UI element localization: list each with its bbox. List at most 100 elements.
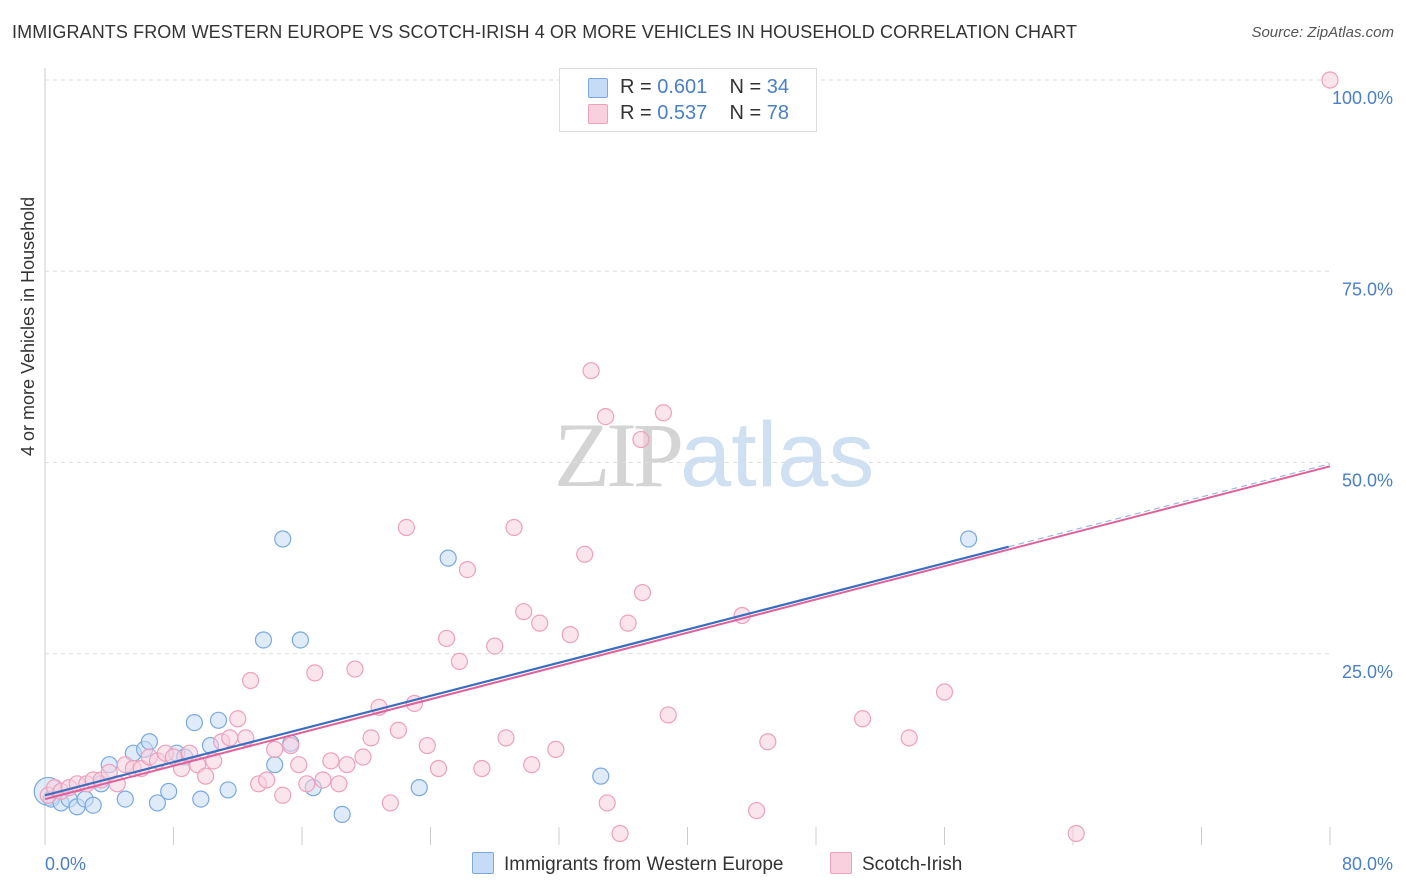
legend-swatch-blue	[588, 78, 608, 98]
point-scotch-irish[interactable]	[418, 736, 436, 755]
point-scotch-irish[interactable]	[759, 733, 777, 751]
point-scotch-irish[interactable]	[582, 362, 600, 380]
watermark-atlas: atlas	[680, 404, 875, 506]
n-value: 78	[766, 102, 790, 124]
point-scotch-irish[interactable]	[362, 729, 380, 747]
point-scotch-irish[interactable]	[659, 706, 677, 724]
point-scotch-irish[interactable]	[596, 408, 615, 426]
correlation-legend: R = 0.601 N = 34 R = 0.537 N = 78	[559, 68, 817, 132]
point-scotch-irish[interactable]	[935, 683, 954, 701]
point-western-europe[interactable]	[148, 794, 167, 812]
point-scotch-irish[interactable]	[354, 748, 372, 766]
point-scotch-irish[interactable]	[458, 560, 477, 579]
trendline-scotch-irish	[44, 465, 1331, 801]
point-scotch-irish[interactable]	[258, 771, 276, 789]
point-scotch-irish[interactable]	[197, 767, 215, 785]
point-scotch-irish[interactable]	[322, 752, 340, 770]
point-scotch-irish[interactable]	[397, 518, 416, 537]
point-scotch-irish[interactable]	[632, 430, 650, 449]
point-western-europe[interactable]	[274, 530, 292, 548]
point-scotch-irish[interactable]	[274, 786, 292, 804]
y-tick-label: 50.0%	[1342, 471, 1393, 491]
point-scotch-irish[interactable]	[330, 775, 348, 793]
y-tick-label: 25.0%	[1342, 662, 1393, 682]
bottom-legend-swatch-blue	[472, 852, 494, 874]
point-scotch-irish[interactable]	[346, 660, 364, 678]
point-scotch-irish[interactable]	[298, 775, 316, 793]
bottom-legend-label: Immigrants from Western Europe	[504, 854, 784, 875]
point-scotch-irish[interactable]	[619, 614, 637, 632]
point-western-europe[interactable]	[410, 779, 428, 797]
bottom-legend-western-europe[interactable]: Immigrants from Western Europe	[472, 852, 783, 876]
point-scotch-irish[interactable]	[429, 759, 448, 778]
y-axis-label: 4 or more Vehicles in Household	[18, 196, 38, 456]
point-western-europe[interactable]	[209, 711, 228, 729]
y-tick-label: 100.0%	[1332, 88, 1393, 108]
point-scotch-irish[interactable]	[900, 729, 918, 747]
x-tick-label: 0.0%	[45, 854, 86, 874]
r-value: 0.537	[657, 102, 708, 124]
bottom-legend-scotch-irish[interactable]: Scotch-Irish	[830, 852, 962, 876]
point-scotch-irish[interactable]	[1321, 71, 1339, 89]
point-scotch-irish[interactable]	[853, 710, 872, 728]
point-western-europe[interactable]	[266, 756, 284, 774]
point-scotch-irish[interactable]	[338, 756, 356, 774]
point-scotch-irish[interactable]	[314, 771, 332, 789]
chart-title: IMMIGRANTS FROM WESTERN EUROPE VS SCOTCH…	[12, 22, 1078, 42]
r-label: R =	[620, 102, 652, 124]
point-scotch-irish[interactable]	[547, 740, 565, 758]
point-scotch-irish[interactable]	[654, 404, 673, 422]
point-scotch-irish[interactable]	[531, 614, 549, 632]
point-scotch-irish[interactable]	[515, 603, 533, 621]
r-label: R =	[620, 76, 652, 98]
point-scotch-irish[interactable]	[450, 652, 469, 671]
point-scotch-irish[interactable]	[389, 721, 407, 739]
point-scotch-irish[interactable]	[576, 545, 594, 563]
bottom-legend-swatch-pink	[830, 852, 852, 874]
point-scotch-irish[interactable]	[266, 740, 284, 758]
point-western-europe[interactable]	[185, 713, 203, 732]
bottom-legend-label: Scotch-Irish	[862, 854, 963, 875]
point-western-europe[interactable]	[592, 767, 610, 785]
point-western-europe[interactable]	[84, 796, 102, 814]
point-western-europe[interactable]	[160, 782, 178, 801]
point-scotch-irish[interactable]	[290, 756, 308, 774]
point-western-europe[interactable]	[333, 805, 351, 824]
n-label: N =	[729, 102, 762, 124]
point-western-europe[interactable]	[439, 549, 457, 567]
point-scotch-irish[interactable]	[633, 583, 652, 602]
point-western-europe[interactable]	[192, 790, 210, 808]
point-scotch-irish[interactable]	[1067, 824, 1085, 843]
point-western-europe[interactable]	[219, 781, 237, 799]
point-scotch-irish[interactable]	[437, 629, 456, 648]
point-western-europe[interactable]	[140, 733, 159, 751]
r-value: 0.601	[657, 76, 708, 98]
point-scotch-irish[interactable]	[473, 759, 491, 778]
point-western-europe[interactable]	[291, 631, 309, 649]
point-scotch-irish[interactable]	[242, 671, 260, 690]
source-label: Source: ZipAtlas.com	[1251, 24, 1394, 41]
x-tick-label: 80.0%	[1342, 854, 1393, 874]
point-scotch-irish[interactable]	[747, 801, 766, 820]
point-scotch-irish[interactable]	[381, 794, 399, 812]
point-scotch-irish[interactable]	[505, 518, 523, 537]
point-scotch-irish[interactable]	[282, 736, 300, 755]
point-scotch-irish[interactable]	[221, 729, 239, 747]
point-scotch-irish[interactable]	[598, 794, 616, 812]
y-tick-label: 75.0%	[1342, 279, 1393, 299]
point-scotch-irish[interactable]	[523, 756, 541, 774]
legend-swatch-pink	[588, 104, 608, 124]
point-scotch-irish[interactable]	[229, 710, 247, 728]
point-scotch-irish[interactable]	[561, 626, 579, 644]
n-value: 34	[766, 76, 790, 98]
point-scotch-irish[interactable]	[611, 824, 629, 843]
point-western-europe[interactable]	[959, 530, 978, 548]
point-scotch-irish[interactable]	[306, 664, 324, 682]
point-western-europe[interactable]	[116, 790, 134, 808]
point-western-europe[interactable]	[254, 631, 273, 649]
trendline-western-europe	[44, 545, 1010, 797]
trendline-extension	[1008, 463, 1331, 548]
point-scotch-irish[interactable]	[497, 729, 515, 747]
point-scotch-irish[interactable]	[486, 637, 504, 655]
